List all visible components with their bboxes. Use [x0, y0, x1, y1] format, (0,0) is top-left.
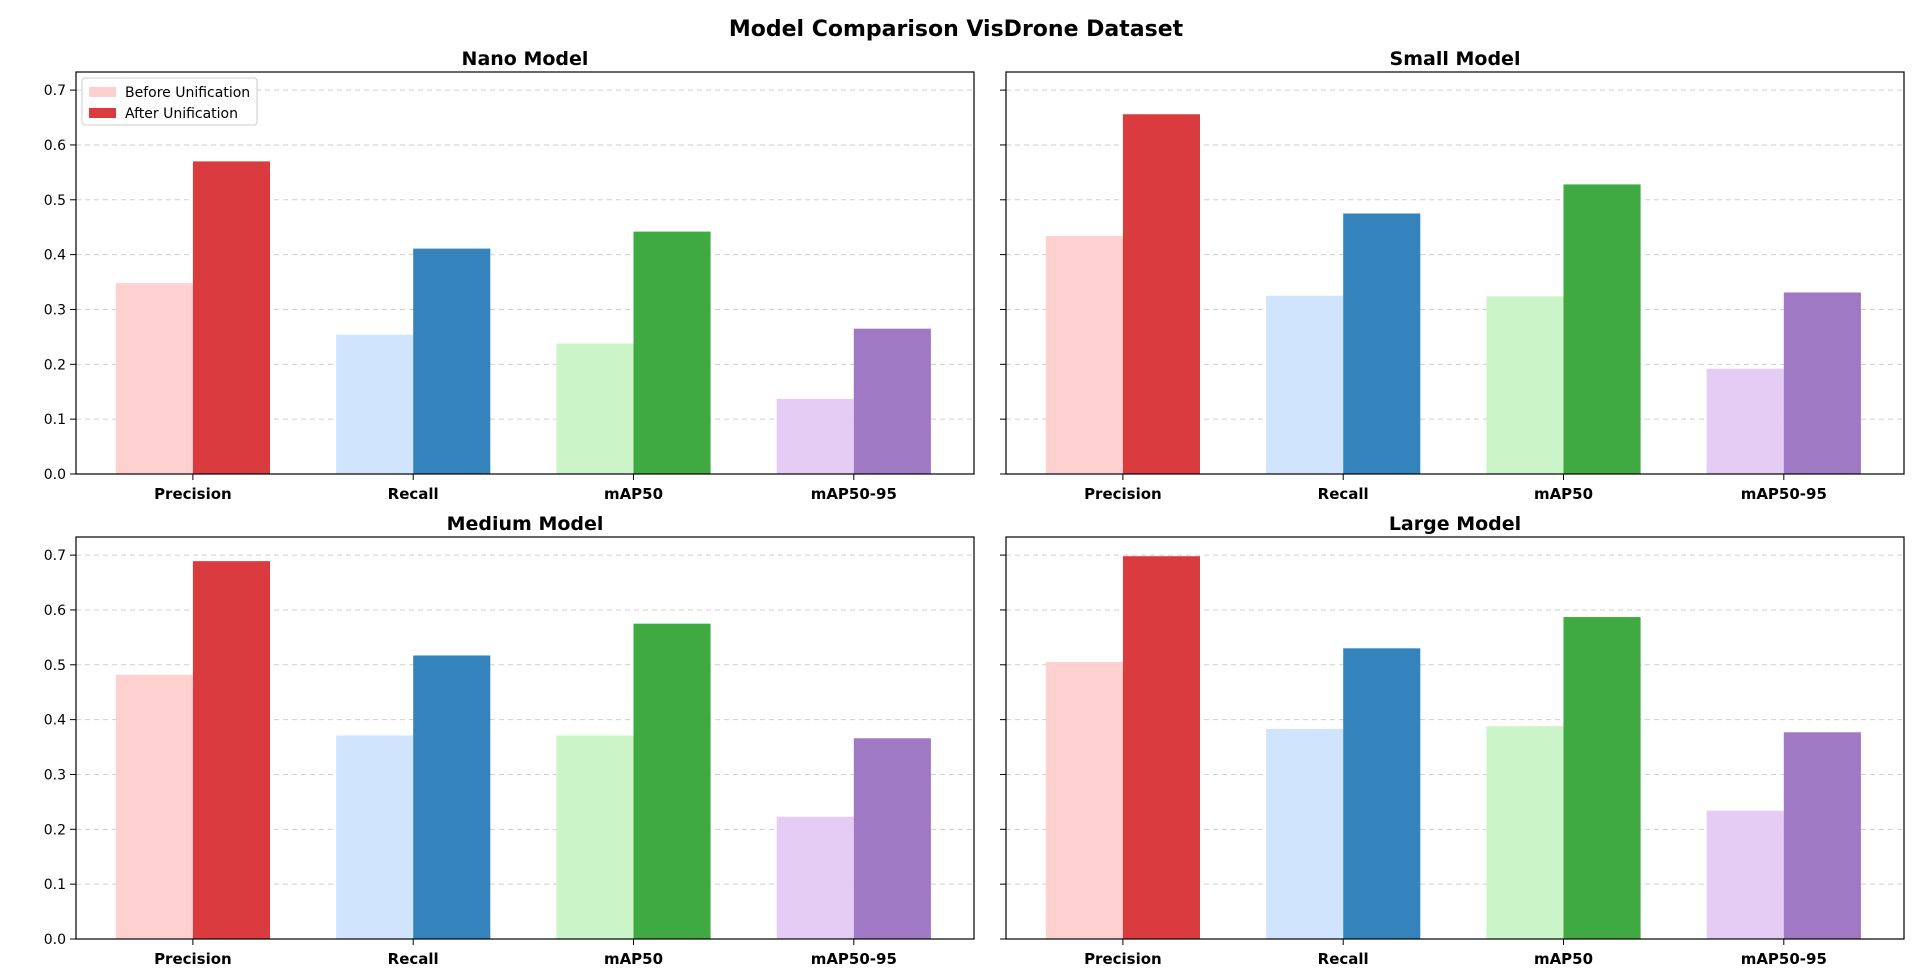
small-model-x-tick-label-map50: mAP50: [1534, 485, 1593, 503]
bar-small-model-recall-before-unification: [1266, 295, 1344, 474]
nano-model-x-tick-label-recall: Recall: [388, 485, 439, 503]
bar-large-model-map50-before-unification: [1486, 726, 1564, 939]
legend-label-after-unification: After Unification: [125, 106, 238, 122]
medium-model-x-tick-label-precision: Precision: [154, 950, 232, 968]
medium-model-x-tick-label-map50: mAP50: [604, 950, 663, 968]
bar-medium-model-map50-before-unification: [556, 735, 634, 939]
nano-model-y-tick-label: 0.0: [44, 467, 66, 483]
bar-large-model-precision-before-unification: [1045, 662, 1123, 939]
legend: Before Unification After Unification: [81, 77, 258, 126]
medium-model-y-tick-label: 0.2: [44, 822, 66, 838]
medium-model-x-tick-label-map50-95: mAP50-95: [811, 950, 897, 968]
bar-medium-model-precision-after-unification: [192, 561, 270, 939]
nano-model-title: Nano Model: [462, 48, 589, 70]
large-model-x-tick-label-recall: Recall: [1318, 950, 1369, 968]
small-model-title: Small Model: [1390, 48, 1521, 70]
medium-model-title: Medium Model: [447, 513, 604, 535]
panel-nano-model: Nano Model 0.0 0.1 0.2 0.3 0.4 0.5 0.6 0.7 Precis…: [44, 48, 975, 503]
nano-model-y-tick-label: 0.3: [44, 302, 66, 318]
bar-nano-model-precision-after-unification: [192, 161, 270, 474]
medium-model-y-tick-label: 0.5: [44, 658, 66, 674]
bar-small-model-map50-95-after-unification: [1783, 292, 1861, 474]
bar-large-model-map50-after-unification: [1563, 617, 1641, 939]
nano-model-y-tick-label: 0.1: [44, 412, 66, 428]
medium-model-y-tick-label: 0.1: [44, 877, 66, 893]
medium-model-axes-frame: [75, 536, 975, 940]
legend-label-before-unification: Before Unification: [125, 85, 250, 101]
large-model-x-tick-label-map50: mAP50: [1534, 950, 1593, 968]
nano-model-x-tick-label-map50: mAP50: [604, 485, 663, 503]
bar-small-model-map50-95-before-unification: [1706, 368, 1784, 474]
bar-nano-model-map50-95-before-unification: [776, 398, 854, 474]
nano-model-y-tick-label: 0.5: [44, 193, 66, 209]
bar-medium-model-map50-after-unification: [633, 623, 711, 939]
bar-medium-model-recall-after-unification: [413, 655, 491, 939]
large-model-axes-frame: [1005, 536, 1905, 940]
bar-nano-model-map50-95-after-unification: [853, 328, 931, 474]
bar-large-model-recall-before-unification: [1266, 728, 1344, 939]
large-model-x-tick-label-precision: Precision: [1084, 950, 1162, 968]
legend-swatch-after-unification: [89, 108, 116, 118]
medium-model-x-tick-label-recall: Recall: [388, 950, 439, 968]
bar-small-model-precision-after-unification: [1122, 114, 1200, 475]
nano-model-y-tick-label: 0.7: [44, 83, 66, 99]
figure-title: Model Comparison VisDrone Dataset: [729, 17, 1184, 42]
bar-nano-model-map50-after-unification: [633, 231, 711, 474]
panel-small-model: Small Model Precision Recall mAP50 mAP50-95: [1000, 48, 1905, 503]
nano-model-y-tick-label: 0.2: [44, 357, 66, 373]
nano-model-x-tick-label-precision: Precision: [154, 485, 232, 503]
bar-small-model-recall-after-unification: [1343, 213, 1421, 474]
nano-model-y-tick-label: 0.6: [44, 138, 66, 154]
small-model-x-tick-label-precision: Precision: [1084, 485, 1162, 503]
bar-nano-model-recall-after-unification: [413, 248, 491, 474]
bar-large-model-map50-95-after-unification: [1783, 732, 1861, 939]
panel-large-model: Large Model Precision Recall mAP50 mAP50-95: [1000, 513, 1905, 968]
panel-medium-model: Medium Model 0.0 0.1 0.2 0.3 0.4 0.5 0.6 0.7 Prec…: [44, 513, 975, 968]
small-model-x-tick-label-recall: Recall: [1318, 485, 1369, 503]
bar-small-model-map50-before-unification: [1486, 296, 1564, 474]
medium-model-y-tick-label: 0.0: [44, 932, 66, 948]
medium-model-y-tick-label: 0.6: [44, 603, 66, 619]
large-model-x-tick-label-map50-95: mAP50-95: [1741, 950, 1827, 968]
medium-model-y-tick-label: 0.4: [44, 713, 66, 729]
bar-medium-model-map50-95-before-unification: [776, 816, 854, 939]
small-model-axes-frame: [1005, 71, 1905, 475]
bar-medium-model-map50-95-after-unification: [853, 738, 931, 939]
bar-large-model-map50-95-before-unification: [1706, 810, 1784, 939]
bar-small-model-precision-before-unification: [1045, 235, 1123, 474]
nano-model-y-tick-label: 0.4: [44, 248, 66, 264]
nano-model-x-tick-label-map50-95: mAP50-95: [811, 485, 897, 503]
bar-nano-model-map50-before-unification: [556, 343, 634, 474]
bar-large-model-recall-after-unification: [1343, 648, 1421, 939]
bar-medium-model-recall-before-unification: [336, 735, 414, 939]
legend-box: [81, 77, 258, 126]
medium-model-y-tick-label: 0.7: [44, 548, 66, 564]
bar-nano-model-precision-before-unification: [115, 283, 193, 474]
small-model-x-tick-label-map50-95: mAP50-95: [1741, 485, 1827, 503]
bar-medium-model-precision-before-unification: [115, 674, 193, 939]
medium-model-y-tick-label: 0.3: [44, 767, 66, 783]
bar-large-model-precision-after-unification: [1122, 556, 1200, 939]
bar-small-model-map50-after-unification: [1563, 184, 1641, 474]
legend-swatch-before-unification: [89, 87, 116, 97]
bar-nano-model-recall-before-unification: [336, 334, 414, 474]
chart-panels: Nano Model 0.0 0.1 0.2 0.3 0.4 0.5 0.6 0.7 Precis…: [44, 48, 1905, 968]
nano-model-axes-frame: [75, 71, 975, 475]
large-model-title: Large Model: [1389, 513, 1521, 535]
